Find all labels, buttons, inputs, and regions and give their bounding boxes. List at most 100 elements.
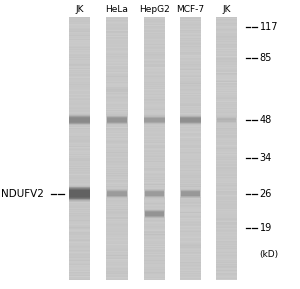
Bar bbox=[180, 66, 201, 67]
Bar bbox=[69, 127, 90, 128]
Bar bbox=[180, 131, 201, 132]
Bar bbox=[180, 123, 201, 124]
Bar bbox=[69, 123, 90, 124]
Bar bbox=[69, 146, 90, 147]
Bar bbox=[216, 149, 237, 150]
Bar bbox=[69, 55, 90, 56]
Bar bbox=[216, 28, 237, 29]
Bar bbox=[144, 140, 165, 141]
Bar bbox=[144, 160, 165, 161]
Bar bbox=[69, 269, 90, 270]
Bar bbox=[180, 215, 201, 216]
Bar bbox=[69, 128, 90, 129]
Bar bbox=[69, 85, 90, 86]
Bar bbox=[106, 262, 128, 263]
Bar bbox=[144, 117, 165, 123]
Bar bbox=[106, 231, 128, 232]
Bar bbox=[106, 78, 128, 79]
Bar bbox=[106, 96, 128, 97]
Bar bbox=[216, 193, 237, 194]
Bar bbox=[69, 190, 90, 191]
Bar bbox=[216, 150, 237, 151]
Bar bbox=[180, 118, 201, 122]
Bar bbox=[144, 42, 165, 43]
Bar bbox=[180, 229, 201, 230]
Bar bbox=[69, 131, 90, 132]
Bar bbox=[69, 241, 90, 242]
Bar bbox=[106, 85, 128, 86]
Bar bbox=[144, 278, 165, 279]
Bar bbox=[106, 117, 128, 118]
Bar bbox=[180, 26, 201, 27]
Bar bbox=[69, 160, 90, 161]
Bar bbox=[69, 250, 90, 251]
Bar bbox=[180, 145, 201, 146]
Bar bbox=[69, 76, 90, 77]
Bar bbox=[106, 201, 128, 202]
Bar bbox=[180, 76, 201, 77]
Bar bbox=[106, 279, 128, 280]
Bar bbox=[216, 40, 237, 41]
Bar bbox=[145, 191, 164, 196]
Bar bbox=[144, 68, 165, 69]
Bar bbox=[69, 20, 90, 21]
Bar bbox=[145, 189, 164, 198]
Bar bbox=[106, 253, 128, 254]
Bar bbox=[216, 189, 237, 190]
Bar bbox=[69, 258, 90, 259]
Bar bbox=[216, 253, 237, 254]
Bar bbox=[106, 223, 128, 224]
Bar bbox=[106, 73, 128, 74]
Bar bbox=[216, 163, 237, 164]
Bar bbox=[180, 278, 201, 279]
Bar bbox=[144, 38, 165, 39]
Bar bbox=[216, 103, 237, 104]
Bar bbox=[106, 91, 128, 92]
Bar bbox=[144, 116, 165, 124]
Bar bbox=[144, 164, 165, 165]
Bar bbox=[216, 86, 237, 87]
Bar bbox=[144, 120, 165, 121]
Bar bbox=[106, 51, 128, 52]
Bar bbox=[180, 116, 201, 123]
Bar bbox=[216, 271, 237, 272]
Bar bbox=[180, 277, 201, 278]
Bar bbox=[216, 236, 237, 237]
Bar bbox=[106, 56, 128, 57]
Bar bbox=[180, 199, 201, 200]
Bar bbox=[180, 28, 201, 29]
Bar bbox=[69, 226, 90, 227]
Bar bbox=[180, 237, 201, 238]
Bar bbox=[69, 244, 90, 245]
Bar bbox=[69, 243, 90, 244]
Bar bbox=[144, 141, 165, 142]
Bar bbox=[180, 261, 201, 262]
Bar bbox=[180, 220, 201, 221]
Bar bbox=[144, 138, 165, 139]
Bar bbox=[180, 270, 201, 271]
Text: JK: JK bbox=[222, 5, 231, 14]
Bar bbox=[106, 171, 128, 172]
Bar bbox=[144, 75, 165, 76]
Bar bbox=[106, 202, 128, 203]
Bar bbox=[144, 189, 165, 190]
Bar bbox=[216, 137, 237, 138]
Bar bbox=[69, 267, 90, 268]
Bar bbox=[216, 64, 237, 65]
Bar bbox=[69, 256, 90, 257]
Bar bbox=[69, 220, 90, 221]
Bar bbox=[217, 118, 236, 122]
Bar bbox=[180, 86, 201, 87]
Bar bbox=[216, 113, 237, 114]
Bar bbox=[216, 104, 237, 105]
Bar bbox=[144, 153, 165, 154]
Bar bbox=[106, 224, 128, 225]
Bar bbox=[69, 48, 90, 49]
Bar bbox=[106, 175, 128, 176]
Bar bbox=[69, 94, 90, 95]
Bar bbox=[180, 222, 201, 223]
Bar bbox=[216, 34, 237, 35]
Bar bbox=[216, 131, 237, 132]
Bar bbox=[69, 186, 90, 202]
Bar bbox=[216, 106, 237, 107]
